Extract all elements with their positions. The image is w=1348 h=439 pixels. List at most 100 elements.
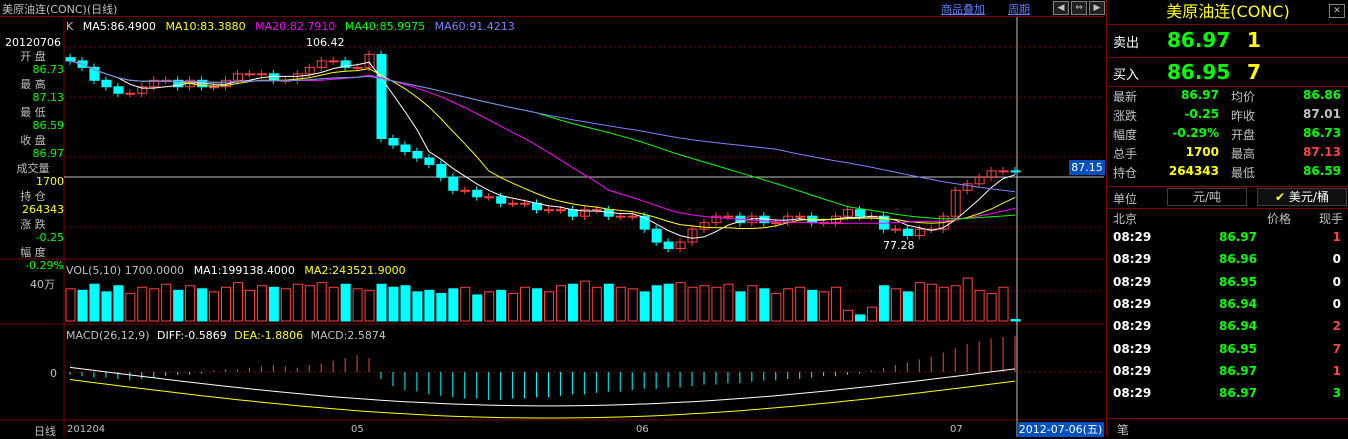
macd-diff-line [69,366,1016,407]
macd-legend: MACD(26,12,9) DIFF:-0.5869 DEA:-1.8806 M… [66,329,386,342]
candle-body [986,170,997,178]
period-link[interactable]: 周期 [1008,3,1030,16]
volume-bar [747,285,758,322]
info-close: 86.97 [32,147,65,160]
unit-yuan-button[interactable]: 元/吨 [1167,188,1247,206]
overlay-commodity-link[interactable]: 商品叠加 [941,3,985,16]
stat-row: 持仓 264343 最低 86.59 [1107,164,1348,183]
candle-body [615,215,626,218]
macd-dea-line [69,379,1016,419]
info-close-label: 收 盘 [20,134,46,147]
trade-time: 08:29 [1113,252,1152,267]
ma10-label: MA10:83.3880 [165,20,246,33]
volume-bar [137,286,148,322]
candle-body [699,222,710,230]
volume-bar [149,288,160,322]
stat-label: 均价 [1231,90,1256,104]
volume-bar [89,283,100,322]
candle-body [101,79,112,88]
ma60-label: MA60:91.4213 [434,20,515,33]
trade-price: 86.96 [1219,252,1257,267]
info-volume-label: 成交量 [16,162,50,175]
trade-time: 08:29 [1113,341,1152,356]
candle-body [412,150,423,159]
buy-qty: 7 [1247,60,1261,84]
candle-body [687,228,698,243]
stat-value: 264343 [1168,164,1219,178]
macd-diff-label: DIFF:-0.5869 [157,329,227,342]
candle-body [149,79,160,88]
stat-label: 总手 [1113,147,1138,161]
volume-bar [926,283,937,322]
volume-bar [807,289,818,322]
volume-bar [854,314,865,322]
unit-label: 单位 [1113,192,1138,206]
nav-left-button[interactable]: ◀ [1053,1,1069,15]
volume-bar [65,288,76,322]
trade-qty: 7 [1332,341,1341,356]
info-open-label: 开 盘 [20,50,46,63]
candle-body [843,209,854,217]
x-tick-1: 05 [351,424,364,435]
trade-price: 86.94 [1219,296,1257,311]
footer-tab[interactable]: 笔 [1117,423,1130,437]
ma20-line [69,60,1016,225]
candle-body [125,92,136,95]
kline-chart[interactable] [0,17,1105,437]
trade-header-time: 北京 [1113,212,1138,226]
volume-bar [496,289,507,322]
trade-row: 08:29 86.94 2 [1107,319,1348,339]
divider [1107,208,1348,209]
info-volume: 1700 [36,175,64,188]
volume-bar [209,291,220,322]
volume-bar [352,288,363,322]
candle-body [627,215,638,218]
volume-bar [843,309,854,322]
trade-price: 86.94 [1219,319,1257,334]
stat-value: 86.97 [1181,88,1219,102]
volume-bar [950,285,961,322]
quote-panel: 美原油连(CONC) ✕ 卖出 86.97 1 买入 86.95 7 最新 86.… [1106,0,1348,437]
unit-usd-label: 美元/桶 [1288,190,1329,204]
sell-price: 86.97 [1167,28,1231,52]
candle-body [137,86,148,94]
volume-bar [328,286,339,322]
candle-body [998,170,1009,173]
info-change-label: 涨 跌 [20,218,46,231]
stat-label: 开盘 [1231,128,1256,142]
volume-bar [376,283,387,322]
candle-body [496,196,507,204]
volume-bar [412,291,423,322]
ma20-label: MA20:82.7910 [255,20,336,33]
candle-body [795,215,806,218]
candle-body [854,209,865,217]
nav-right-button[interactable]: ▶ [1089,1,1105,15]
volume-bar [101,291,112,322]
close-panel-icon[interactable]: ✕ [1329,4,1345,18]
stat-row: 最新 86.97 均价 86.86 [1107,88,1348,107]
stat-value: 1700 [1185,145,1219,159]
candle-body [232,73,243,81]
volume-bar [603,283,614,322]
candle-body [388,138,399,146]
divider [1107,186,1348,187]
candle-body [675,241,686,250]
candle-body [484,196,495,199]
chart-title: 美原油连(CONC)(日线) [2,3,118,16]
candle-body [448,176,459,191]
ma40-line [69,60,1016,220]
volume-bar [711,286,722,322]
candle-body [663,241,674,250]
stat-row: 幅度 -0.29% 开盘 86.73 [1107,126,1348,145]
low-annotation: 77.28 [883,239,915,252]
volume-bar [1010,318,1021,322]
candle-body [472,189,483,198]
nav-expand-button[interactable]: ⇔ [1071,1,1087,15]
volume-bar [663,283,674,322]
trade-price: 86.97 [1219,363,1257,378]
trade-row: 08:29 86.95 0 [1107,275,1348,295]
candle-body [890,228,901,231]
volume-bar [125,292,136,322]
unit-usd-button[interactable]: ✔ 美元/桶 [1257,188,1347,206]
high-annotation: 106.42 [306,36,345,49]
